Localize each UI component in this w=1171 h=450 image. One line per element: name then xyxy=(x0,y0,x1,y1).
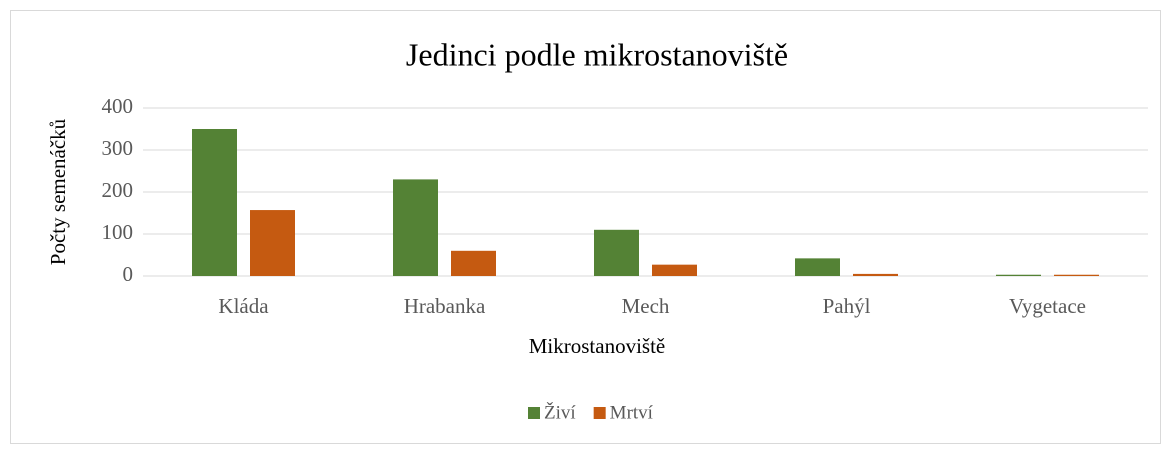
chart-border xyxy=(10,10,1161,444)
x-tick-label: Hrabanka xyxy=(404,294,486,318)
legend-swatch xyxy=(593,407,606,419)
y-tick-label: 300 xyxy=(102,136,134,160)
legend-swatch xyxy=(528,407,540,419)
x-tick-label: Kláda xyxy=(218,294,269,318)
y-tick-label: 100 xyxy=(102,220,134,244)
bar xyxy=(795,258,840,276)
bar xyxy=(451,250,496,276)
bar xyxy=(192,129,237,276)
bar xyxy=(393,179,438,276)
y-tick-label: 0 xyxy=(123,262,134,286)
y-tick-label: 200 xyxy=(102,178,134,202)
bar xyxy=(853,273,898,276)
chart-title: Jedinci podle mikrostanoviště xyxy=(406,36,788,72)
x-tick-label: Vygetace xyxy=(1009,294,1086,318)
bar xyxy=(250,210,295,276)
bar xyxy=(594,229,639,276)
bar xyxy=(652,264,697,276)
x-tick-label: Pahýl xyxy=(823,294,871,318)
legend-label: Živí xyxy=(544,401,576,423)
legend-label: Mrtví xyxy=(610,402,654,423)
y-axis-title: Počty semenáčků xyxy=(46,118,70,265)
y-tick-label: 400 xyxy=(102,94,134,118)
x-axis-title: Mikrostanoviště xyxy=(529,334,666,358)
bar xyxy=(1054,274,1099,276)
bar xyxy=(996,274,1041,276)
x-tick-label: Mech xyxy=(622,294,670,318)
